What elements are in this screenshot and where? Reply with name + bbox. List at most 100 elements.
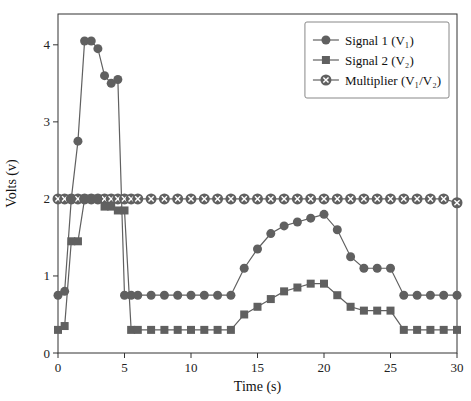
marker-circle — [332, 193, 343, 204]
point — [280, 287, 288, 295]
marker-circle — [265, 193, 276, 204]
point — [239, 193, 250, 204]
point — [160, 326, 168, 334]
y-tick-label: 0 — [44, 346, 51, 361]
point — [438, 193, 449, 204]
marker-cross — [255, 196, 260, 201]
marker-circle — [172, 193, 183, 204]
marker-cross — [135, 196, 140, 201]
point — [320, 210, 329, 219]
x-axis-label: Time (s) — [234, 379, 282, 395]
point — [452, 197, 463, 208]
point — [412, 193, 423, 204]
marker-cross — [162, 196, 167, 201]
marker-cross — [228, 196, 233, 201]
point — [173, 291, 182, 300]
point — [399, 291, 408, 300]
point — [279, 193, 290, 204]
point — [359, 264, 368, 273]
marker-circle — [252, 193, 263, 204]
marker-cross — [242, 196, 247, 201]
point — [425, 193, 436, 204]
legend-marker — [321, 36, 330, 45]
marker-circle — [358, 193, 369, 204]
y-axis-label: Volts (v) — [4, 159, 20, 208]
marker-cross — [202, 196, 207, 201]
x-tick-label: 5 — [121, 360, 128, 375]
point — [372, 193, 383, 204]
y-tick — [53, 353, 58, 354]
point — [280, 221, 289, 230]
y-tick — [53, 44, 58, 45]
marker-circle — [292, 193, 303, 204]
marker-circle — [212, 193, 223, 204]
point — [400, 326, 408, 334]
marker-circle — [412, 193, 423, 204]
marker-cross — [188, 196, 193, 201]
y-tick-label: 1 — [44, 268, 51, 283]
y-tick-label: 3 — [44, 114, 51, 129]
point — [253, 244, 262, 253]
marker-circle — [199, 193, 210, 204]
point — [174, 326, 182, 334]
marker-cross — [215, 196, 220, 201]
point — [265, 193, 276, 204]
marker-cross — [175, 196, 180, 201]
point — [293, 284, 301, 292]
legend-marker — [322, 56, 330, 64]
point — [67, 194, 76, 203]
x-tick — [191, 353, 192, 358]
marker-circle — [452, 197, 463, 208]
point — [453, 291, 462, 300]
point — [346, 252, 355, 261]
point — [133, 291, 142, 300]
x-tick-label: 25 — [384, 360, 397, 375]
point — [347, 303, 355, 311]
point — [199, 193, 210, 204]
marker-cross — [268, 196, 273, 201]
chart: 05101520253001234Time (s)Volts (v)Signal… — [0, 0, 471, 401]
point — [266, 229, 275, 238]
legend-label: Signal 2 (V₂) — [345, 53, 414, 68]
point — [214, 326, 222, 334]
series-line — [58, 41, 457, 295]
x-tick — [257, 353, 258, 358]
point — [134, 326, 142, 334]
point — [373, 264, 382, 273]
point — [187, 291, 196, 300]
point — [226, 291, 235, 300]
point — [100, 71, 109, 80]
point — [426, 326, 434, 334]
marker-cross — [335, 196, 340, 201]
marker-circle — [279, 193, 290, 204]
lines — [58, 41, 457, 330]
point — [385, 193, 396, 204]
point — [333, 291, 341, 299]
point — [212, 193, 223, 204]
marker-cross — [361, 196, 366, 201]
point — [267, 295, 275, 303]
x-tick-label: 10 — [185, 360, 198, 375]
point — [159, 193, 170, 204]
marker-circle — [372, 193, 383, 204]
point — [439, 291, 448, 300]
marker-circle — [425, 193, 436, 204]
marker-cross — [321, 196, 326, 201]
point — [413, 326, 421, 334]
point — [426, 291, 435, 300]
marker-cross — [348, 196, 353, 201]
point — [440, 326, 448, 334]
point — [292, 193, 303, 204]
point — [200, 326, 208, 334]
point — [358, 193, 369, 204]
marker-circle — [320, 75, 331, 86]
marker-cross — [375, 196, 380, 201]
marker-circle — [319, 193, 330, 204]
point — [94, 195, 102, 203]
x-tick-label: 15 — [251, 360, 264, 375]
legend: Signal 1 (V₁)Signal 2 (V₂)Multiplier (V₁… — [305, 22, 449, 98]
point — [398, 193, 409, 204]
x-tick — [390, 353, 391, 358]
plot-frame — [58, 14, 457, 353]
point — [252, 193, 263, 204]
